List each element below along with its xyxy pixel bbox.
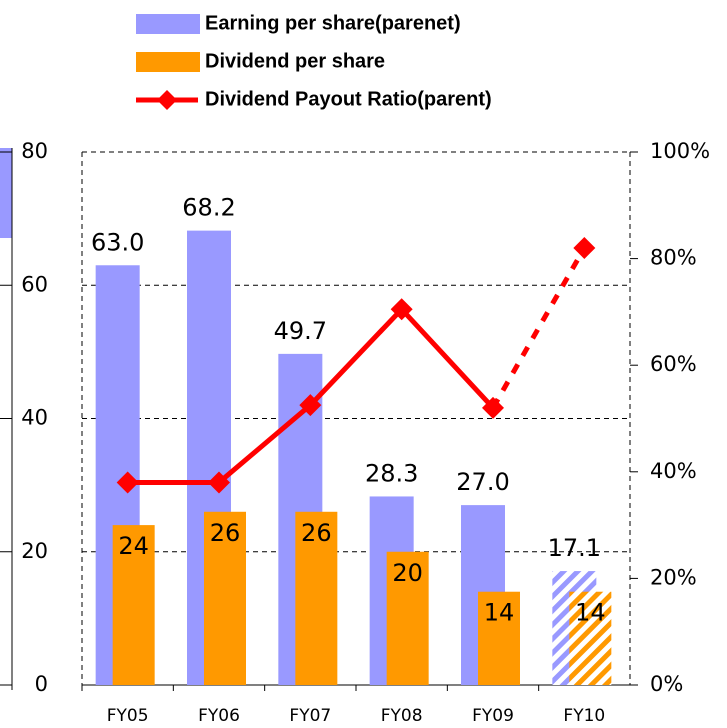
x-tick-label: FY06 [198,706,240,726]
marker [482,396,504,419]
legend-label: Earning per share(parenet) [205,12,461,34]
legend-swatch [157,90,177,110]
data-label: 24 [118,532,149,560]
data-label: 26 [210,519,241,547]
data-label: 14 [575,599,606,627]
data-label: 17.1 [548,534,601,562]
y2-tick-label: 20% [650,565,697,589]
y-tick-label: 60 [21,272,48,296]
y2-tick-label: 60% [650,352,697,376]
x-tick-label: FY08 [381,706,423,726]
legend-label: Dividend per share [205,50,385,72]
y-tick-label: 0 [35,672,48,696]
x-tick-label: FY07 [289,706,331,726]
data-label: 28.3 [365,459,418,487]
data-label: 27.0 [456,468,509,496]
legend-label: Dividend Payout Ratio(parent) [205,88,492,110]
x-tick-label: FY09 [472,706,514,726]
bar [295,511,338,685]
cropped-swatch [0,148,12,238]
bar [386,551,429,685]
y-tick-label: 80 [21,139,48,163]
bar [569,591,612,685]
y-tick-label: 20 [21,539,48,563]
data-label: 26 [301,519,332,547]
y2-tick-label: 0% [650,672,683,696]
bar [204,511,246,685]
data-label: 20 [392,559,423,587]
data-label: 14 [484,599,515,627]
y2-tick-label: 40% [650,459,697,483]
marker [116,471,139,494]
legend-swatch [136,14,200,34]
y-tick-label: 40 [21,406,48,430]
line-forecast [490,246,587,410]
bar [478,591,520,685]
data-label: 63.0 [91,228,144,256]
y2-tick-label: 80% [650,246,697,270]
marker [573,236,596,259]
x-tick-label: FY10 [563,706,605,726]
marker [390,298,413,321]
marker [299,394,322,417]
legend-swatch [136,52,200,72]
x-tick-label: FY05 [107,706,149,726]
data-label: 49.7 [274,317,327,345]
marker [208,471,230,494]
bar [112,525,155,685]
data-label: 68.2 [182,194,235,222]
y2-tick-label: 100% [650,139,710,163]
